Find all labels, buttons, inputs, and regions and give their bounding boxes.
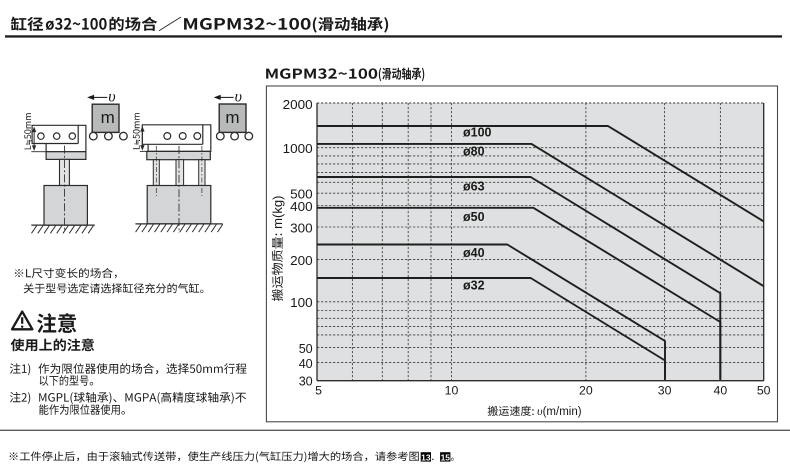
svg-text:ø100: ø100 (463, 126, 492, 140)
svg-text:20: 20 (579, 384, 593, 398)
svg-text:m: m (225, 108, 239, 127)
svg-text:40: 40 (714, 384, 728, 398)
svg-text:1000: 1000 (283, 142, 313, 156)
svg-text:ø40: ø40 (463, 246, 485, 260)
svg-text:ø63: ø63 (463, 179, 485, 193)
svg-text:30: 30 (299, 375, 313, 389)
svg-text:50: 50 (299, 342, 313, 356)
svg-text:m(kg): m(kg) (270, 196, 285, 229)
svg-text:ø80: ø80 (463, 144, 485, 158)
svg-text:100: 100 (290, 296, 313, 310)
svg-text:15: 15 (441, 452, 451, 462)
svg-text:υ: υ (537, 404, 543, 418)
svg-text:400: 400 (290, 200, 313, 214)
svg-text:υ: υ (235, 88, 242, 105)
svg-text:(m/min): (m/min) (543, 406, 582, 418)
svg-text:300: 300 (290, 221, 313, 235)
svg-text:200: 200 (290, 254, 313, 268)
svg-text:5: 5 (315, 384, 322, 398)
svg-text:10: 10 (445, 384, 459, 398)
svg-text:30: 30 (658, 384, 672, 398)
svg-text:2000: 2000 (283, 98, 313, 112)
svg-text:13: 13 (421, 452, 431, 462)
svg-text:50: 50 (757, 384, 771, 398)
svg-text:ø32: ø32 (463, 278, 485, 292)
svg-text:υ: υ (108, 88, 115, 105)
svg-text:500: 500 (290, 188, 313, 202)
svg-text:40: 40 (299, 357, 313, 371)
svg-text:m: m (101, 108, 115, 127)
svg-text:ø50: ø50 (463, 210, 485, 224)
